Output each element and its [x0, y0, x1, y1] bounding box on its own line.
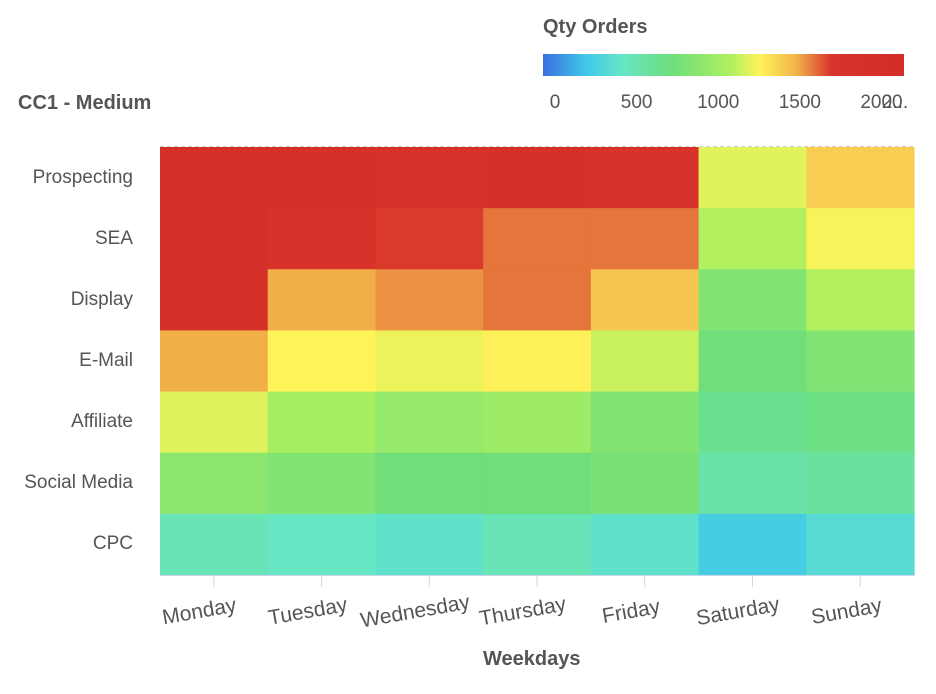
row-label: Social Media: [24, 472, 133, 494]
heatmap-cell[interactable]: [267, 452, 377, 515]
legend-tick-label: 1500: [778, 92, 821, 113]
heatmap-cell[interactable]: [806, 147, 915, 209]
heatmap-cell[interactable]: [806, 269, 915, 332]
row-label: CPC: [92, 533, 133, 555]
legend-tick-label: 500: [620, 92, 653, 113]
legend-tick-label: 2000: [860, 92, 903, 113]
heatmap-cell[interactable]: [806, 391, 915, 454]
heatmap-cell[interactable]: [375, 513, 484, 576]
heatmap-cell[interactable]: [375, 269, 484, 332]
heatmap-cell[interactable]: [160, 208, 269, 270]
heatmap-cell[interactable]: [698, 391, 807, 454]
heatmap-cell[interactable]: [267, 513, 377, 576]
heatmap-cell[interactable]: [375, 391, 484, 454]
heatmap-cell[interactable]: [483, 452, 592, 515]
heatmap-cell[interactable]: [267, 147, 377, 209]
heatmap-cell[interactable]: [375, 452, 484, 515]
heatmap-cell[interactable]: [160, 269, 269, 332]
x-axis-title: Weekdays: [483, 648, 581, 670]
heatmap-cell[interactable]: [698, 269, 807, 332]
heatmap-cell[interactable]: [590, 147, 700, 209]
heatmap-cell[interactable]: [590, 269, 700, 332]
row-label: SEA: [94, 227, 133, 249]
legend-tick-label: 2...: [881, 92, 909, 113]
heatmap-cell[interactable]: [267, 269, 377, 332]
heatmap-cell[interactable]: [806, 513, 915, 576]
legend-tick-label: 1000: [697, 92, 740, 113]
chart-subtitle: CC1 - Medium: [18, 92, 152, 114]
heatmap-cell[interactable]: [267, 330, 377, 393]
heatmap-cell[interactable]: [375, 208, 484, 270]
legend-color-scale: [543, 54, 904, 76]
heatmap-cell[interactable]: [483, 330, 592, 393]
heatmap-cell[interactable]: [267, 391, 377, 454]
heatmap-cell[interactable]: [698, 330, 807, 393]
heatmap-cell[interactable]: [483, 208, 592, 270]
legend-title: Qty Orders: [543, 16, 648, 38]
heatmap-cell[interactable]: [483, 269, 592, 332]
heatmap-cell[interactable]: [590, 452, 700, 515]
legend-tick-label: 0: [549, 92, 561, 113]
heatmap-cell[interactable]: [160, 391, 269, 454]
heatmap-cell[interactable]: [375, 330, 484, 393]
row-label: Affiliate: [71, 411, 133, 433]
heatmap-cell[interactable]: [160, 513, 269, 576]
heatmap-cell[interactable]: [698, 208, 807, 270]
heatmap-cell[interactable]: [698, 147, 807, 209]
heatmap-cell[interactable]: [806, 208, 915, 270]
heatmap-cell[interactable]: [483, 513, 592, 576]
heatmap-cell[interactable]: [160, 452, 269, 515]
heatmap-cell[interactable]: [590, 208, 700, 270]
row-label: Display: [70, 288, 133, 310]
heatmap-cell[interactable]: [698, 452, 807, 515]
heatmap-cell[interactable]: [590, 330, 700, 393]
heatmap-cell[interactable]: [806, 330, 915, 393]
heatmap-cell[interactable]: [483, 391, 592, 454]
heatmap-cell[interactable]: [590, 391, 700, 454]
heatmap-cell[interactable]: [267, 208, 377, 270]
row-label: E-Mail: [79, 350, 133, 371]
heatmap-cell[interactable]: [160, 147, 269, 209]
heatmap-cell[interactable]: [160, 330, 269, 393]
heatmap-cell[interactable]: [483, 147, 592, 209]
row-label: Prospecting: [32, 166, 133, 188]
heatmap-cell[interactable]: [375, 147, 484, 209]
heatmap-cell[interactable]: [590, 513, 700, 576]
heatmap-cell[interactable]: [806, 452, 915, 515]
heatmap-cell[interactable]: [698, 513, 807, 576]
